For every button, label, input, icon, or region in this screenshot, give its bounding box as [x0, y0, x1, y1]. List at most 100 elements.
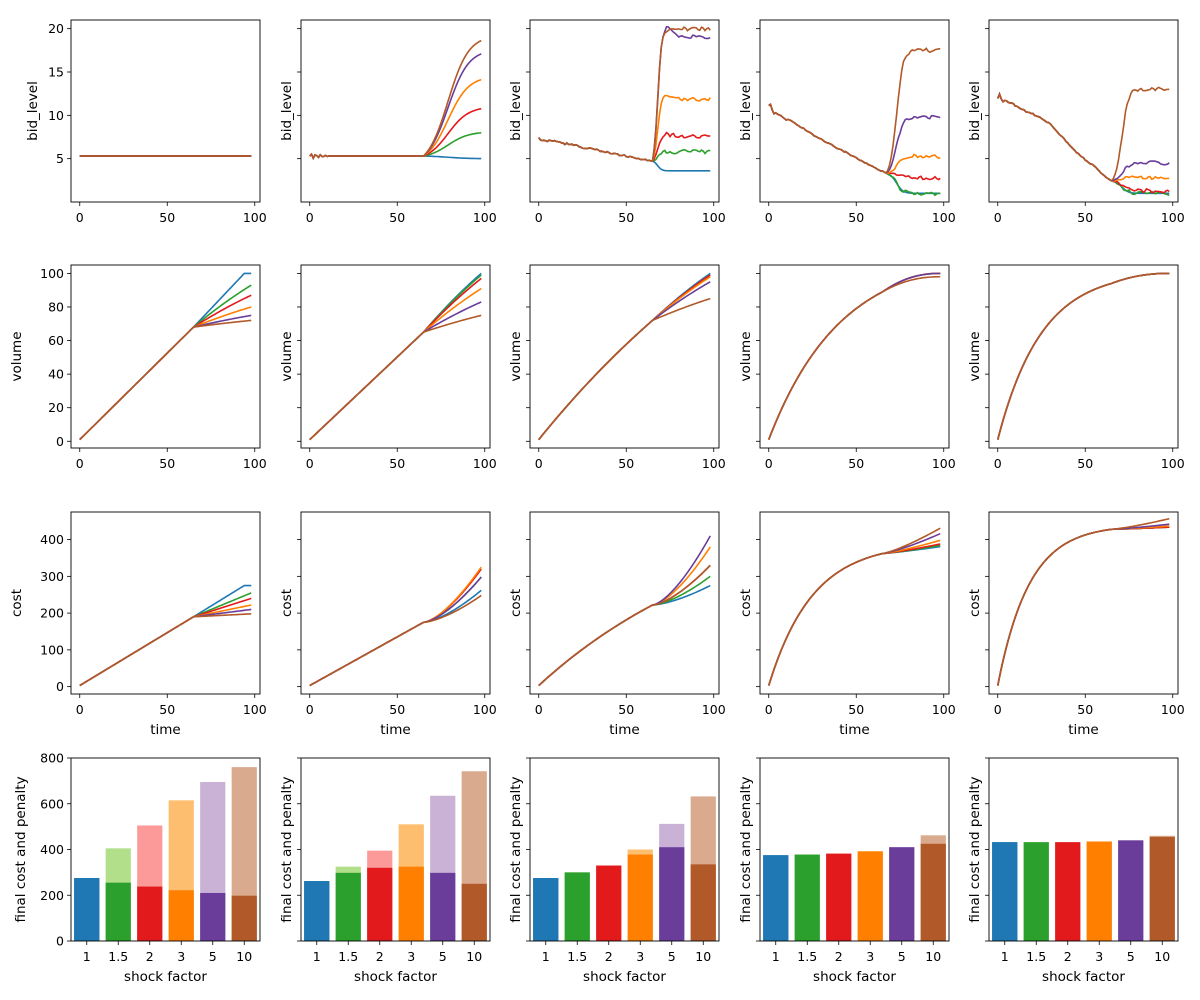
bar-cost-5 — [659, 847, 685, 941]
bar-cost-2 — [367, 867, 393, 941]
x-tick-label: 50 — [389, 210, 405, 225]
x-tick-label: 1.5 — [567, 949, 587, 964]
y-tick-label: 20 — [48, 21, 64, 36]
bar-cost-3 — [857, 851, 883, 941]
series-line-5 — [996, 272, 1170, 440]
panel-r3-c1: 1 1.5 2 3 5 10 final cost and penalty shock fac… — [279, 757, 491, 985]
axes-frame — [300, 511, 491, 695]
x-tick-label: 0 — [306, 456, 314, 471]
series-line-5 — [309, 576, 482, 687]
x-axis-label: shock factor — [124, 969, 207, 985]
x-tick-label: 100 — [1161, 456, 1185, 471]
series-line-1_5 — [996, 272, 1170, 440]
y-tick-label: 10 — [48, 108, 64, 123]
panel-r0-c0: 5 10 15 20 0 50 100 bid_level — [25, 19, 267, 225]
series-line-3 — [309, 78, 482, 161]
x-tick-label: 50 — [1077, 456, 1093, 471]
bar-cost-2 — [596, 865, 622, 941]
series-line-10 — [996, 517, 1170, 686]
x-axis-label: time — [380, 722, 411, 738]
x-tick-label: 100 — [473, 702, 497, 717]
x-tick-label: 50 — [159, 210, 175, 225]
x-tick-label: 100 — [932, 210, 956, 225]
y-tick-label: 0 — [56, 434, 64, 449]
x-tick-label: 100 — [702, 702, 726, 717]
series-line-3 — [996, 272, 1170, 440]
y-tick-label: 200 — [40, 888, 64, 903]
panel-r2-c4: 0 50 100 cost time — [967, 511, 1185, 738]
bar-cost-5 — [889, 847, 915, 941]
series-line-2 — [538, 274, 711, 441]
x-tick-label: 1.5 — [797, 949, 817, 964]
y-axis-label: cost — [279, 589, 295, 617]
series-line-10 — [996, 272, 1170, 440]
y-axis-label: volume — [967, 331, 983, 381]
x-tick-label: 10 — [925, 949, 941, 964]
bar-cost-1_5 — [105, 882, 131, 941]
panel-r3-c4: 1 1.5 2 3 5 10 final cost and penalty shock fac… — [967, 757, 1179, 985]
panel-r1-c0: 0 20 40 60 80 100 0 50 100 volume — [9, 264, 267, 471]
x-tick-label: 1.5 — [108, 949, 128, 964]
series-line-5 — [79, 608, 252, 687]
y-axis-label: cost — [508, 589, 524, 617]
axes-frame — [300, 264, 491, 449]
series-line-10 — [538, 297, 711, 441]
panel-r2-c0: 0 100 200 300 400 0 50 100 cost time — [9, 511, 267, 738]
series-line-5 — [79, 314, 252, 441]
y-tick-label: 400 — [40, 842, 64, 857]
bar-cost-1 — [763, 855, 789, 941]
y-axis-label: final cost and penalty — [508, 776, 524, 922]
axes-frame — [988, 511, 1179, 695]
y-tick-label: 100 — [40, 642, 64, 657]
series-line-3 — [538, 546, 711, 687]
bar-cost-3 — [398, 866, 424, 941]
series-line-5 — [768, 103, 941, 174]
series-line-2 — [79, 597, 252, 687]
y-tick-label: 0 — [56, 934, 64, 949]
x-tick-label: 10 — [695, 949, 711, 964]
x-tick-label: 0 — [535, 702, 543, 717]
series-line-1_5 — [767, 544, 941, 686]
bar-cost-1_5 — [564, 872, 590, 941]
x-tick-label: 100 — [932, 456, 956, 471]
axes-frame — [759, 511, 950, 695]
y-tick-label: 100 — [40, 266, 64, 281]
x-axis-label: shock factor — [813, 969, 896, 985]
bar-cost-10 — [1149, 836, 1175, 941]
bar-cost-10 — [231, 895, 257, 941]
series-line-3 — [309, 287, 482, 441]
x-tick-label: 100 — [1161, 702, 1185, 717]
x-tick-label: 3 — [866, 949, 874, 964]
y-axis-label: final cost and penalty — [279, 776, 295, 922]
series-line-2 — [996, 526, 1170, 686]
y-axis-label: bid_level — [25, 81, 41, 141]
x-tick-label: 0 — [306, 210, 314, 225]
bar-cost-2 — [137, 886, 163, 941]
x-tick-label: 50 — [848, 702, 864, 717]
axes-frame — [988, 19, 1179, 203]
y-axis-label: cost — [738, 589, 754, 617]
series-line-1_5 — [538, 575, 711, 687]
series-line-3 — [309, 566, 482, 687]
x-tick-label: 2 — [605, 949, 613, 964]
y-tick-label: 600 — [40, 796, 64, 811]
series-line-10 — [309, 594, 482, 687]
x-tick-label: 50 — [1077, 702, 1093, 717]
x-tick-label: 1 — [772, 949, 780, 964]
y-axis-label: final cost and penalty — [738, 776, 754, 922]
x-tick-label: 0 — [765, 456, 773, 471]
bar-cost-10 — [920, 843, 946, 941]
y-axis-label: cost — [967, 589, 983, 617]
series-line-2 — [768, 272, 941, 440]
x-tick-label: 0 — [765, 210, 773, 225]
x-tick-label: 1 — [1001, 949, 1009, 964]
series-line-3 — [768, 103, 941, 175]
y-tick-label: 400 — [40, 532, 64, 547]
x-axis-label: time — [150, 722, 181, 738]
series-line-10 — [309, 39, 482, 161]
bar-cost-1_5 — [794, 854, 820, 941]
y-axis-label: cost — [9, 589, 25, 617]
y-axis-label: bid_level — [738, 81, 754, 141]
bar-cost-2 — [1055, 842, 1081, 941]
series-line-3 — [996, 525, 1170, 686]
